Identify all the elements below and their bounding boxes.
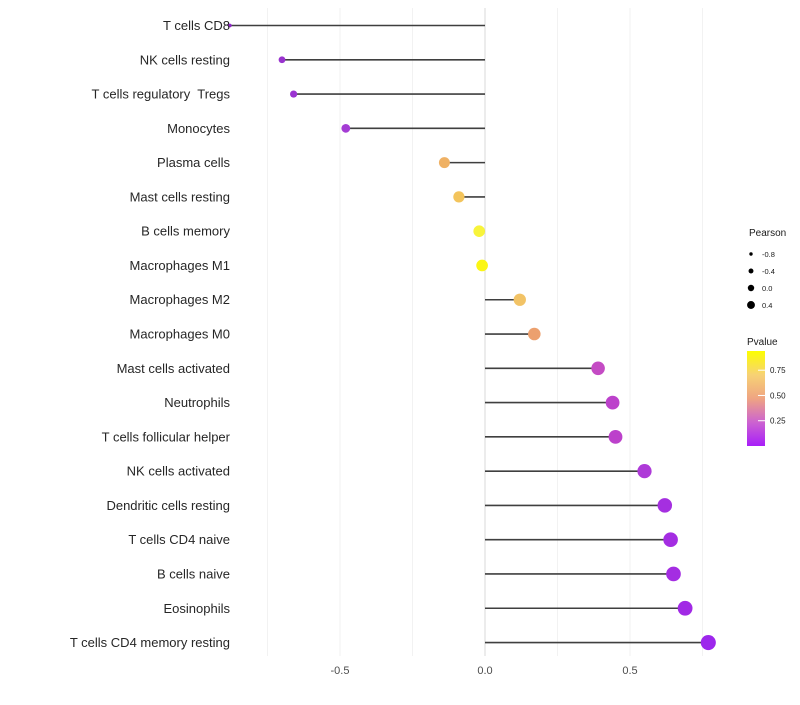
row-label: Plasma cells (157, 155, 230, 170)
x-tick-label: 0.5 (622, 665, 637, 677)
lollipop-dot (476, 259, 488, 272)
dot-layer (227, 23, 716, 651)
legend-size-dot (747, 284, 755, 292)
row-label: B cells naive (157, 566, 230, 581)
lollipop-dot (289, 90, 298, 98)
row-label-layer: T cells CD8 NK cells resting T cells regul… (70, 18, 231, 650)
legend-size-dot (748, 268, 754, 274)
lollipop-dot (278, 56, 286, 64)
x-tick-label: -0.5 (331, 665, 350, 677)
legend-size-dot (747, 301, 755, 309)
pvalue-color-legend: Pvalue 0.75 0.50 0.25 (747, 337, 786, 446)
row-label: NK cells resting (140, 52, 230, 67)
lollipop-dot (666, 566, 681, 582)
row-label: NK cells activated (127, 464, 230, 479)
pearson-size-legend: Pearson -0.8 -0.4 0.0 0.4 (747, 228, 786, 310)
segment-layer (229, 24, 709, 644)
row-label: B cells memory (141, 224, 230, 239)
row-label: Neutrophils (164, 395, 230, 410)
row-label: Dendritic cells resting (106, 498, 230, 513)
colorbar-tick-label: 0.25 (770, 417, 786, 426)
row-label: Mast cells resting (130, 189, 230, 204)
lollipop-dot (700, 634, 716, 651)
legend-size-label: 0.0 (762, 284, 772, 293)
lollipop-dot (341, 123, 351, 133)
lollipop-dot (605, 395, 620, 410)
row-label: T cells CD4 memory resting (70, 635, 230, 650)
pearson-legend-title: Pearson (749, 228, 786, 239)
lollipop-dot (438, 157, 450, 169)
row-label: T cells CD8 (163, 18, 230, 33)
lollipop-dot (528, 327, 541, 341)
row-label: Monocytes (167, 121, 230, 136)
lollipop-dot (677, 600, 693, 616)
lollipop-dot (591, 361, 605, 376)
lollipop-dot (453, 191, 465, 203)
row-label: Macrophages M0 (130, 327, 230, 342)
row-label: T cells CD4 naive (128, 532, 230, 547)
row-label: T cells follicular helper (102, 429, 231, 444)
row-label: Mast cells activated (117, 361, 230, 376)
grid-layer (267, 8, 703, 656)
legend-size-label: 0.4 (762, 301, 772, 310)
pvalue-colorbar (747, 351, 765, 446)
lollipop-dot (608, 429, 623, 444)
row-label: T cells regulatory Tregs (92, 87, 231, 102)
row-label: Eosinophils (164, 601, 231, 616)
lollipop-dot (473, 225, 486, 237)
x-tick-label: 0.0 (477, 665, 492, 677)
pvalue-legend-title: Pvalue (747, 337, 778, 348)
x-axis-layer: -0.5 0.0 0.5 (331, 665, 638, 677)
lollipop-dot (663, 532, 678, 547)
lollipop-dot (227, 23, 232, 28)
legend-size-label: -0.4 (762, 267, 775, 276)
colorbar-tick-label: 0.50 (770, 391, 786, 400)
lollipop-dot (657, 498, 673, 513)
legend-size-label: -0.8 (762, 250, 775, 259)
lollipop-dot (637, 464, 652, 479)
row-label: Macrophages M2 (130, 292, 230, 307)
row-label: Macrophages M1 (130, 258, 230, 273)
colorbar-tick-label: 0.75 (770, 366, 786, 375)
legend-size-dot (749, 252, 753, 256)
lollipop-dot (513, 293, 526, 306)
